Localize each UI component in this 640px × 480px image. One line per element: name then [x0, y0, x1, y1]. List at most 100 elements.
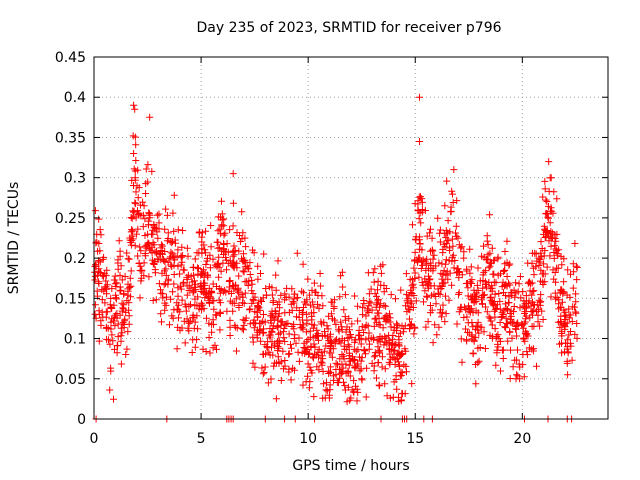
data-point: [352, 347, 360, 355]
data-point: [449, 199, 457, 206]
data-point: [323, 379, 330, 387]
data-point: [313, 351, 321, 359]
data-point: [140, 272, 148, 280]
data-point: [395, 333, 403, 341]
data-point: [507, 346, 514, 354]
data-point: [422, 260, 430, 268]
data-point: [422, 323, 430, 331]
data-point: [537, 238, 545, 246]
data-point: [315, 304, 323, 312]
data-point: [452, 229, 459, 237]
data-point: [565, 331, 573, 339]
data-point: [118, 276, 126, 284]
data-point: [444, 217, 452, 225]
data-point: [281, 321, 289, 329]
data-point: [436, 226, 444, 234]
data-point: [273, 322, 281, 330]
data-point: [410, 292, 418, 299]
data-point: [189, 289, 197, 297]
data-point: [390, 378, 398, 386]
data-point: [306, 363, 314, 371]
data-point: [113, 314, 121, 322]
data-point: [209, 316, 217, 324]
data-point: [375, 314, 383, 322]
data-point: [500, 307, 508, 315]
data-point: [314, 292, 322, 299]
data-point: [551, 242, 559, 250]
data-point: [411, 269, 419, 277]
data-point: [547, 174, 555, 182]
data-point: [325, 312, 333, 320]
data-point: [304, 275, 312, 283]
data-point: [164, 229, 172, 237]
data-point: [431, 321, 439, 329]
data-point: [339, 283, 347, 291]
data-point: [167, 295, 175, 303]
data-point: [376, 382, 384, 390]
data-point: [374, 343, 382, 351]
data-point: [439, 249, 447, 257]
data-point: [486, 211, 494, 219]
data-point: [541, 177, 549, 185]
data-point: [373, 309, 381, 317]
x-tick-label: 20: [513, 431, 531, 447]
data-point: [382, 302, 390, 310]
data-point: [370, 322, 378, 330]
data-point: [472, 361, 480, 368]
data-point: [552, 295, 560, 303]
data-point: [566, 293, 574, 301]
data-point: [134, 194, 142, 202]
data-point: [177, 285, 185, 293]
data-point: [232, 295, 240, 303]
data-point: [494, 331, 502, 339]
data-point: [127, 241, 135, 249]
data-point: [392, 295, 399, 303]
data-point: [206, 349, 214, 357]
data-point: [110, 395, 117, 403]
data-point: [490, 278, 498, 286]
data-point: [516, 273, 524, 280]
data-point: [474, 264, 482, 272]
data-point: [357, 340, 365, 348]
data-point: [454, 234, 462, 242]
data-point: [435, 259, 443, 267]
data-point: [501, 323, 509, 331]
data-point: [128, 214, 136, 222]
data-point: [344, 367, 352, 375]
data-point: [442, 310, 450, 318]
data-point: [436, 229, 444, 237]
data-point: [212, 311, 220, 319]
data-point: [542, 210, 550, 218]
data-point: [319, 302, 327, 310]
data-point: [162, 271, 170, 279]
data-point: [306, 291, 314, 299]
data-point: [346, 326, 353, 334]
data-point: [472, 325, 479, 333]
data-point: [457, 244, 465, 252]
data-point: [396, 329, 404, 337]
data-point: [102, 308, 110, 316]
data-point: [310, 321, 318, 329]
data-point: [441, 260, 449, 268]
data-point: [455, 241, 463, 249]
data-point: [153, 247, 161, 255]
data-point: [314, 300, 321, 308]
data-point: [130, 101, 138, 109]
data-point: [151, 248, 159, 256]
data-point: [111, 272, 119, 280]
data-point: [541, 234, 549, 241]
data-point: [127, 228, 135, 236]
data-point: [137, 277, 145, 285]
data-point: [457, 335, 465, 343]
data-point: [305, 384, 313, 392]
data-point: [240, 299, 248, 307]
data-point: [210, 305, 218, 313]
data-point: [418, 278, 426, 286]
data-point: [200, 266, 207, 274]
data-point: [423, 232, 431, 240]
data-point: [174, 292, 182, 300]
data-point: [220, 241, 228, 248]
data-point: [340, 355, 348, 363]
data-point: [482, 256, 490, 264]
data-point: [128, 176, 136, 184]
